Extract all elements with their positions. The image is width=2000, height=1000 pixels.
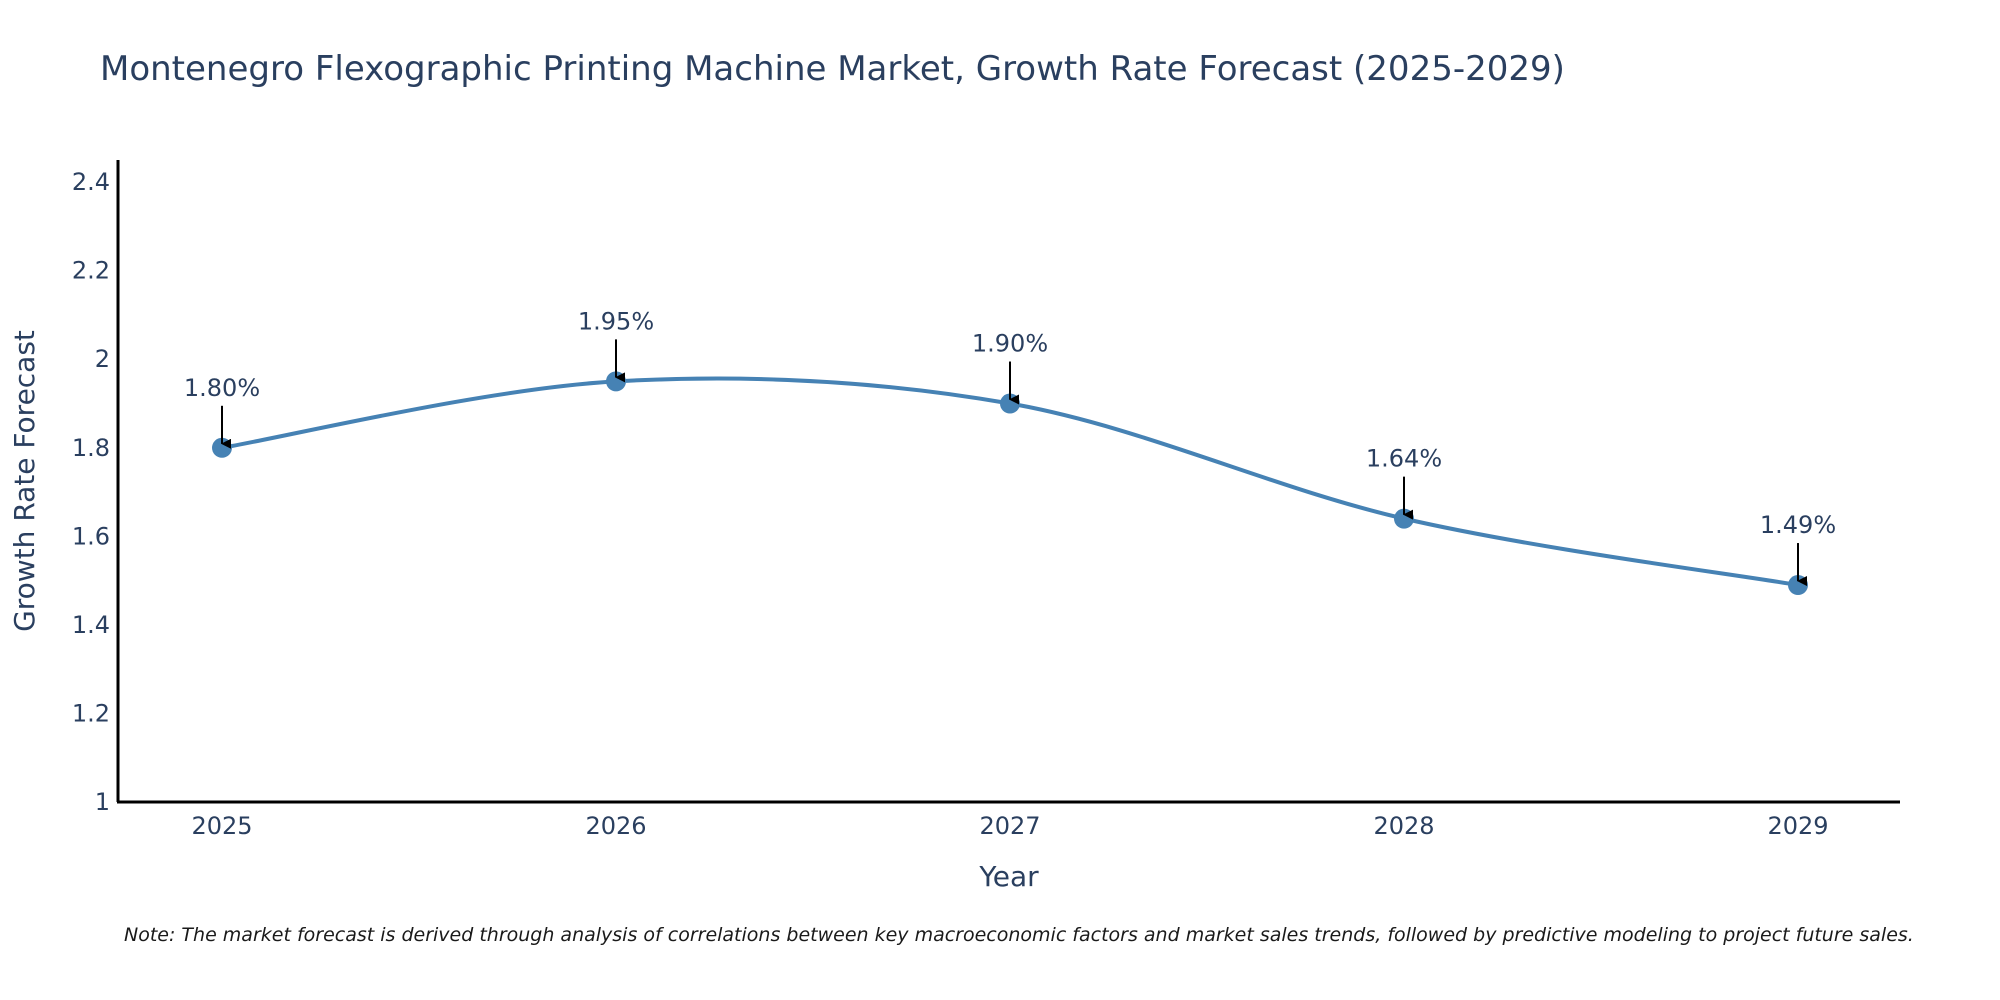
y-tick-label: 2 — [95, 345, 110, 373]
footnote: Note: The market forecast is derived thr… — [124, 924, 1914, 946]
x-tick-label: 2026 — [585, 812, 646, 840]
x-axis-ticks: 2025 2026 2027 2028 2029 — [191, 812, 1828, 840]
y-tick-label: 2.4 — [72, 168, 110, 196]
y-tick-label: 1.4 — [72, 611, 110, 639]
data-annotations: 1.80% 1.95% 1.90% 1.64% 1.49% — [184, 307, 1836, 587]
y-tick-label: 1 — [95, 788, 110, 816]
y-tick-label: 1.6 — [72, 522, 110, 550]
x-axis-title: Year — [978, 860, 1039, 893]
data-label: 1.80% — [184, 374, 260, 402]
x-tick-label: 2029 — [1767, 812, 1828, 840]
series-markers — [212, 371, 1808, 596]
data-label: 1.49% — [1760, 511, 1836, 539]
y-axis-ticks: 1 1.2 1.4 1.6 1.8 2 2.2 2.4 — [72, 168, 110, 816]
data-label: 1.90% — [972, 330, 1048, 358]
y-tick-label: 1.8 — [72, 434, 110, 462]
x-tick-label: 2028 — [1373, 812, 1434, 840]
x-tick-label: 2025 — [191, 812, 252, 840]
chart-title: Montenegro Flexographic Printing Machine… — [100, 49, 1565, 89]
data-label: 1.95% — [578, 307, 654, 335]
y-axis-title: Growth Rate Forecast — [8, 330, 41, 632]
y-tick-label: 1.2 — [72, 699, 110, 727]
x-tick-label: 2027 — [979, 812, 1040, 840]
data-label: 1.64% — [1366, 445, 1442, 473]
y-tick-label: 2.2 — [72, 257, 110, 285]
